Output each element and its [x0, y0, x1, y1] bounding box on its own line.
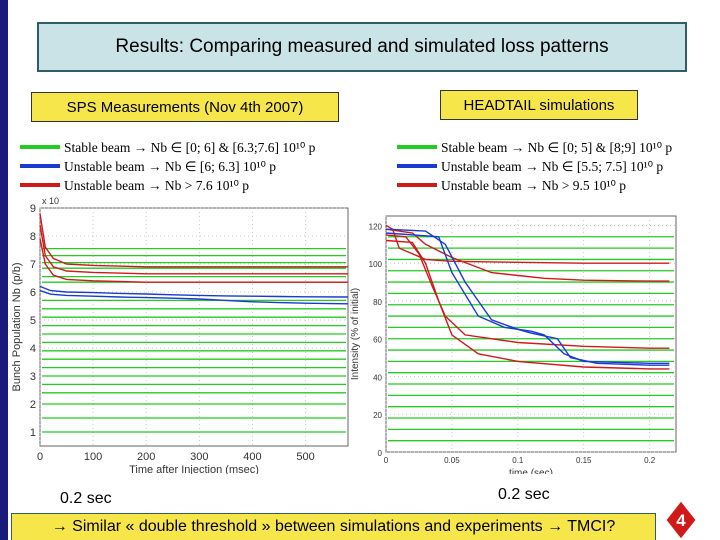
x-tick-label: 0	[384, 456, 389, 465]
left-heading-text: SPS Measurements (Nov 4th 2007)	[66, 98, 304, 116]
legend-row: Stable beam → Nb ∈ [0; 5] & [8;9] 10¹⁰ p	[397, 138, 717, 157]
conclusion-box: → Similar « double threshold » between s…	[11, 513, 656, 540]
unstable-high-series-line	[39, 224, 348, 275]
simulation-chart: 0 20 40 60 80 100 120 0 0.05 0.1 0.15 0.2 time (sec)…	[350, 215, 677, 474]
y-tick-label: 1	[30, 427, 36, 439]
y-axis-label: Intensity (% of initial)	[350, 288, 361, 380]
x-tick-label: 0.05	[444, 456, 460, 465]
legend-swatch-red	[397, 183, 437, 187]
legend-text: Unstable beam → Nb > 9.5 10¹⁰ p	[441, 178, 627, 193]
y-tick-label: 2	[30, 399, 36, 411]
unstable-mid-series-line	[39, 289, 349, 305]
legend-text: Unstable beam → Nb > 7.6 10¹⁰ p	[64, 178, 250, 193]
time-marker-right: 0.2 sec	[498, 486, 550, 503]
x-axis-label: time (sec)	[509, 468, 553, 474]
unstable-high-series-line	[39, 213, 348, 268]
legend-swatch-blue	[20, 164, 60, 168]
x-axis-label: Time after Injection (msec)	[129, 464, 259, 474]
y-tick-label: 100	[369, 260, 383, 269]
x-tick-label: 500	[296, 451, 314, 463]
unstable-high-series-line	[385, 234, 670, 349]
y-tick-label: 7	[30, 259, 36, 271]
y-tick-label: 20	[373, 411, 382, 420]
right-heading-text: HEADTAIL simulations	[463, 96, 615, 114]
legend-swatch-green	[397, 145, 437, 149]
left-heading: SPS Measurements (Nov 4th 2007)	[31, 92, 339, 122]
y-tick-label: 120	[369, 222, 383, 231]
unstable-mid-series-line	[39, 285, 349, 298]
conclusion-text: → Similar « double threshold » between s…	[51, 518, 616, 535]
axis-exponent-label: x 10	[42, 196, 59, 206]
x-tick-label: 0	[37, 451, 43, 463]
measurement-chart: 1 2 3 4 5 6 7 8 9 0 100 200 300 400 500 Time after Inje…	[11, 196, 349, 474]
legend-text: Stable beam → Nb ∈ [0; 5] & [8;9] 10¹⁰ p	[441, 140, 673, 155]
x-tick-label: 400	[243, 451, 261, 463]
x-tick-label: 300	[190, 451, 208, 463]
x-tick-label: 0.15	[576, 456, 592, 465]
legend-row: Unstable beam → Nb ∈ [6; 6.3] 10¹⁰ p	[20, 157, 380, 176]
y-tick-label: 8	[30, 231, 36, 243]
page-title: Results: Comparing measured and simulate…	[37, 22, 687, 72]
legend-swatch-blue	[397, 164, 437, 168]
x-tick-label: 100	[84, 451, 102, 463]
page-number-text: 4	[676, 511, 686, 530]
x-tick-label: 200	[137, 451, 155, 463]
unstable-mid-series-line	[385, 232, 670, 365]
unstable-high-series-line	[39, 238, 348, 283]
y-tick-label: 0	[378, 449, 383, 458]
x-tick-label: 0.2	[644, 456, 656, 465]
time-marker-left: 0.2 sec	[60, 490, 112, 507]
y-tick-label: 6	[30, 287, 36, 299]
right-legend: Stable beam → Nb ∈ [0; 5] & [8;9] 10¹⁰ p…	[397, 138, 717, 195]
unstable-high-series-line	[385, 228, 670, 282]
legend-swatch-red	[20, 183, 60, 187]
legend-row: Unstable beam → Nb > 7.6 10¹⁰ p	[20, 176, 380, 195]
right-heading: HEADTAIL simulations	[440, 90, 638, 120]
x-tick-label: 0.1	[512, 456, 524, 465]
page-number-badge: 4	[665, 500, 697, 540]
legend-row: Stable beam → Nb ∈ [0; 6] & [6.3;7.6] 10…	[20, 138, 380, 157]
unstable-mid-series-line	[385, 228, 670, 366]
sidebar-bar	[0, 0, 8, 540]
y-tick-label: 60	[373, 336, 382, 345]
page-title-text: Results: Comparing measured and simulate…	[115, 36, 609, 57]
unstable-high-series-line	[385, 239, 670, 370]
y-tick-label: 4	[30, 343, 36, 355]
y-axis-label: Bunch Population Nb (p/b)	[11, 262, 23, 391]
y-tick-label: 3	[30, 371, 36, 383]
page-number-shape	[665, 500, 697, 540]
y-tick-label: 9	[30, 203, 36, 215]
y-tick-label: 5	[30, 315, 36, 327]
legend-swatch-green	[20, 145, 60, 149]
left-legend: Stable beam → Nb ∈ [0; 6] & [6.3;7.6] 10…	[20, 138, 380, 195]
legend-row: Unstable beam → Nb ∈ [5.5; 7.5] 10¹⁰ p	[397, 157, 717, 176]
legend-row: Unstable beam → Nb > 9.5 10¹⁰ p	[397, 176, 717, 195]
plot-area	[39, 207, 349, 447]
legend-text: Stable beam → Nb ∈ [0; 6] & [6.3;7.6] 10…	[64, 140, 316, 155]
legend-text: Unstable beam → Nb ∈ [6; 6.3] 10¹⁰ p	[64, 159, 277, 174]
legend-text: Unstable beam → Nb ∈ [5.5; 7.5] 10¹⁰ p	[441, 159, 664, 174]
plot-area	[385, 215, 677, 453]
y-tick-label: 80	[373, 298, 382, 307]
y-tick-label: 40	[373, 373, 382, 382]
